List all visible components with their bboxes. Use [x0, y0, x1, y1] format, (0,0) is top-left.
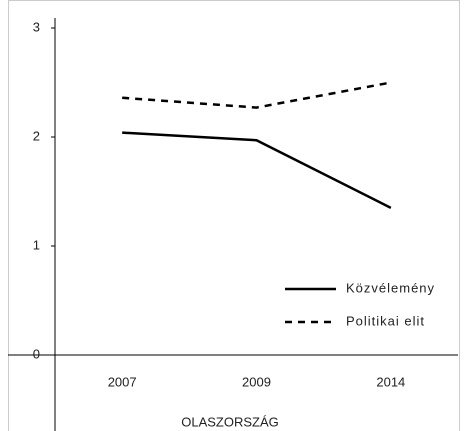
legend-label: Közvélemény	[346, 280, 435, 295]
x-tick-label: 2009	[242, 374, 271, 389]
y-tick-label: 0	[33, 346, 40, 361]
series-line	[122, 81, 392, 109]
frame	[8, 0, 460, 431]
y-tick-label: 3	[33, 19, 40, 34]
y-tick-label: 1	[33, 237, 40, 252]
x-tick-label: 2014	[376, 374, 405, 389]
series-line	[122, 131, 392, 209]
legend-label: Politikai elit	[346, 313, 425, 328]
x-axis-label: OLASZORSZÁG	[181, 414, 279, 429]
y-tick-label: 2	[33, 128, 40, 143]
x-tick-label: 2007	[108, 374, 137, 389]
